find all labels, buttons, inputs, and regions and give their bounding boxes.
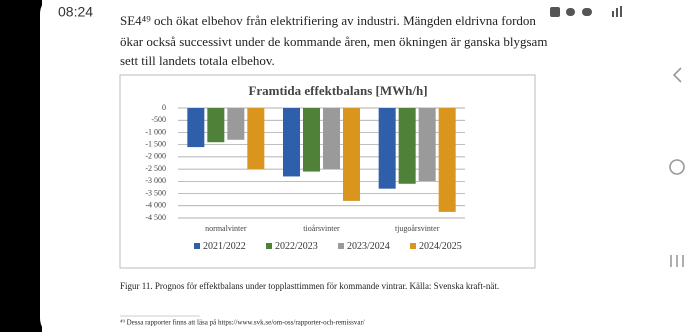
bar xyxy=(227,108,245,140)
legend-label: 2024/2025 xyxy=(419,241,462,252)
nav-back[interactable] xyxy=(672,67,682,83)
legend-label: 2021/2022 xyxy=(203,241,246,252)
y-tick-label: -1 500 xyxy=(145,139,166,148)
x-tick-label: tjugoårsvinter xyxy=(395,224,440,233)
bar xyxy=(398,108,416,184)
x-tick-label: tioårsvinter xyxy=(303,224,340,233)
legend-swatch xyxy=(266,243,272,249)
legend-swatch xyxy=(194,243,200,249)
corner xyxy=(40,0,58,332)
y-tick-label: -4 500 xyxy=(145,213,166,222)
bar xyxy=(378,108,396,189)
y-tick-label: 0 xyxy=(162,103,166,112)
y-tick-label: -1 000 xyxy=(145,127,166,136)
nav-buttons[interactable] xyxy=(669,67,685,267)
bar xyxy=(418,108,436,182)
x-tick-label: normalvinter xyxy=(205,224,247,233)
bar xyxy=(283,108,300,177)
footnote: ⁴⁹ Dessa rapporter finns att läsa på htt… xyxy=(120,319,365,327)
chart: 0 -500 -1 000 -1 500 -2 000 -2 500 -3 000 -3 50… xyxy=(145,103,465,252)
bar xyxy=(247,108,265,170)
y-tick-label: -500 xyxy=(151,115,166,124)
bar xyxy=(438,108,456,212)
paragraph: SE4⁴⁹ och ökat elbehov från elektrifieri… xyxy=(120,13,547,68)
legend-label: 2022/2023 xyxy=(275,241,318,252)
legend-swatch xyxy=(410,243,416,249)
text-line: sett till landets totala elbehov. xyxy=(120,53,275,68)
y-tick-label: -3 000 xyxy=(145,176,166,185)
bar xyxy=(207,108,225,143)
y-tick-label: -4 000 xyxy=(145,201,166,210)
bar xyxy=(323,108,340,170)
legend-swatch xyxy=(338,243,344,249)
caption: Figur 11. Prognos för effektbalans under… xyxy=(120,281,499,291)
text-line: SE4⁴⁹ och ökat elbehov från elektrifieri… xyxy=(120,13,536,28)
y-tick-label: -3 500 xyxy=(145,188,166,197)
status-time: 08:24 xyxy=(58,4,93,20)
bezel xyxy=(0,0,42,332)
y-tick-label: -2 000 xyxy=(145,152,166,161)
text-line: ökar också successivt under de kommande … xyxy=(120,34,547,49)
nav-home[interactable] xyxy=(669,159,685,175)
bar xyxy=(343,108,360,201)
chart-title: Framtida effektbalans [MWh/h] xyxy=(248,83,427,98)
bar xyxy=(303,108,320,172)
bar xyxy=(187,108,205,148)
nav-recent[interactable] xyxy=(670,255,684,267)
chart-frame xyxy=(119,74,536,269)
legend-label: 2023/2024 xyxy=(347,241,390,252)
y-tick-label: -2 500 xyxy=(145,164,166,173)
status-icons xyxy=(550,6,622,17)
